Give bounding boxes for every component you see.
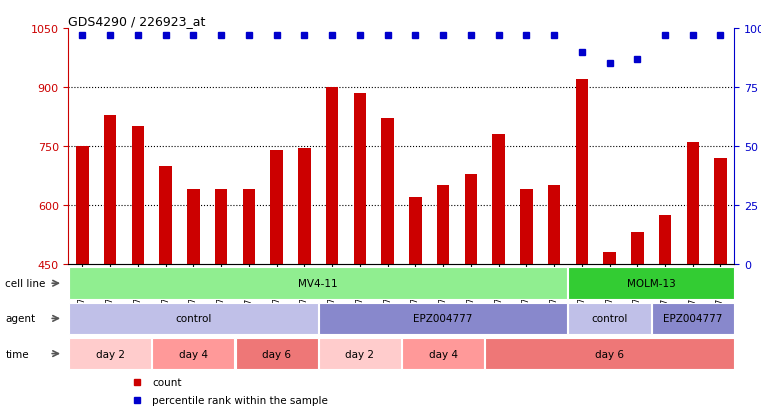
Bar	[215, 190, 228, 413]
Bar	[187, 190, 199, 413]
Bar	[319, 338, 401, 370]
Text: day 4: day 4	[428, 349, 457, 359]
Bar	[69, 303, 317, 335]
Text: control: control	[591, 313, 628, 324]
Bar	[651, 303, 734, 335]
Text: day 2: day 2	[345, 349, 374, 359]
Bar	[319, 303, 568, 335]
Bar	[568, 303, 651, 335]
Bar	[354, 94, 366, 413]
Bar	[298, 149, 310, 413]
Bar	[464, 174, 477, 413]
Bar	[486, 338, 734, 370]
Bar	[103, 115, 116, 413]
Bar	[132, 127, 144, 413]
Text: control: control	[175, 313, 212, 324]
Bar	[686, 142, 699, 413]
Text: day 6: day 6	[595, 349, 624, 359]
Text: agent: agent	[5, 313, 36, 324]
Bar	[575, 80, 588, 413]
Bar	[437, 186, 449, 413]
Bar	[159, 166, 172, 413]
Bar	[402, 338, 484, 370]
Text: day 2: day 2	[96, 349, 125, 359]
Bar	[152, 338, 234, 370]
Text: percentile rank within the sample: percentile rank within the sample	[152, 394, 328, 405]
Text: day 4: day 4	[179, 349, 208, 359]
Bar	[659, 215, 671, 413]
Bar	[492, 135, 505, 413]
Bar	[270, 150, 283, 413]
Text: MOLM-13: MOLM-13	[627, 278, 676, 289]
Bar	[568, 268, 734, 299]
Text: count: count	[152, 377, 182, 387]
Bar	[235, 338, 317, 370]
Bar	[76, 147, 88, 413]
Text: EPZ004777: EPZ004777	[663, 313, 722, 324]
Text: time: time	[5, 349, 29, 359]
Bar	[69, 338, 151, 370]
Bar	[381, 119, 393, 413]
Bar	[631, 233, 644, 413]
Text: GDS4290 / 226923_at: GDS4290 / 226923_at	[68, 15, 206, 28]
Bar	[603, 252, 616, 413]
Bar	[409, 197, 422, 413]
Bar	[69, 268, 568, 299]
Bar	[548, 186, 560, 413]
Bar	[520, 190, 533, 413]
Text: MV4-11: MV4-11	[298, 278, 338, 289]
Bar	[715, 158, 727, 413]
Text: day 6: day 6	[262, 349, 291, 359]
Text: cell line: cell line	[5, 278, 46, 289]
Bar	[326, 88, 339, 413]
Text: EPZ004777: EPZ004777	[413, 313, 473, 324]
Bar	[243, 190, 255, 413]
